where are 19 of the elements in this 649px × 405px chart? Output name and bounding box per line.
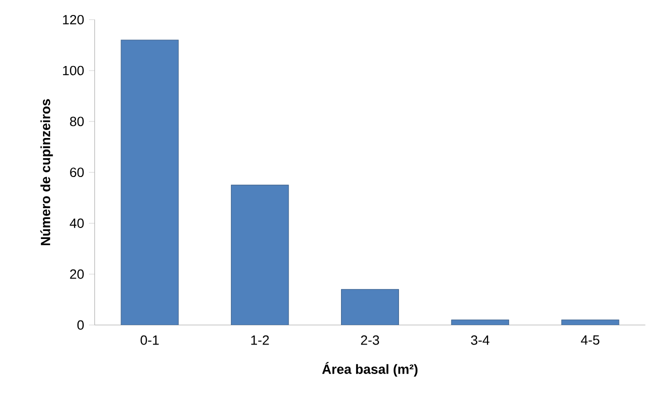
bar: [341, 289, 399, 325]
y-tick-label: 60: [70, 168, 84, 178]
bar: [451, 320, 510, 325]
bar: [230, 184, 289, 325]
x-tick-label: 4-5: [580, 335, 600, 345]
y-tick-label: 100: [63, 66, 84, 76]
bar: [120, 40, 179, 325]
y-tick-label: 80: [70, 116, 84, 126]
y-tick-label: 0: [77, 320, 84, 330]
x-tick-label: 0-1: [140, 335, 159, 345]
x-tick-label: 1-2: [251, 335, 269, 345]
y-tick-label: 120: [63, 14, 84, 24]
y-axis-title: Número de cupinzeiros: [40, 99, 53, 246]
x-tick-label: 2-3: [361, 335, 380, 345]
x-tick-label: 3-4: [471, 335, 490, 345]
y-tick-label: 20: [70, 269, 84, 279]
x-axis-title: Área basal (m²): [322, 362, 418, 377]
y-tick-label: 40: [70, 218, 84, 228]
bar: [561, 320, 620, 325]
